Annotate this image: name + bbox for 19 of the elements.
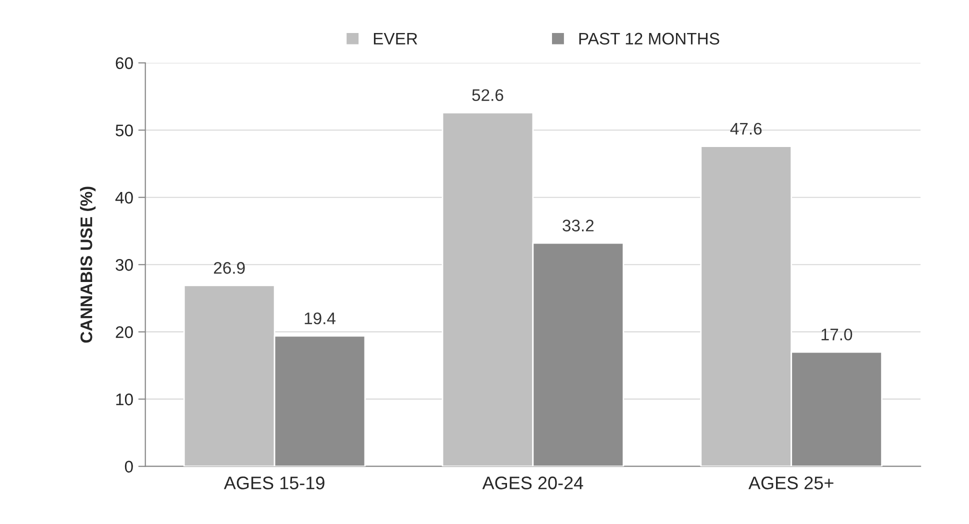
y-axis-title: CANNABIS USE (%)	[80, 186, 96, 343]
y-tick-label: 0	[124, 460, 133, 473]
data-label: 26.9	[214, 262, 245, 274]
y-tick-label: 30	[116, 259, 133, 271]
y-tick-label: 10	[116, 394, 133, 406]
x-tick-label: AGES 25+	[748, 476, 834, 490]
data-label: 17.0	[822, 328, 852, 340]
x-tick-label: AGES 15-19	[224, 476, 324, 490]
y-tick-label: 40	[115, 192, 133, 204]
legend-label: PAST 12 MONTHS	[579, 32, 720, 45]
y-tick-label: 50	[116, 124, 133, 136]
data-label: 47.6	[730, 122, 762, 135]
data-label: 33.2	[562, 220, 594, 232]
y-tick-label: 20	[116, 326, 133, 338]
data-label: 52.6	[472, 89, 504, 102]
legend-label: EVER	[374, 32, 418, 44]
y-tick-label: 60	[116, 57, 133, 70]
data-label: 19.4	[304, 312, 336, 324]
x-tick-label: AGES 20-24	[482, 476, 584, 490]
